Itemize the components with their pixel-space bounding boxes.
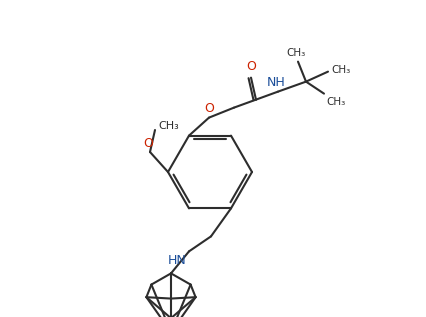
Text: CH₃: CH₃: [330, 65, 349, 74]
Text: CH₃: CH₃: [286, 48, 305, 58]
Text: CH₃: CH₃: [325, 97, 345, 107]
Text: O: O: [143, 137, 153, 150]
Text: CH₃: CH₃: [158, 121, 178, 131]
Text: O: O: [204, 102, 213, 115]
Text: HN: HN: [168, 254, 187, 267]
Text: O: O: [245, 60, 255, 73]
Text: NH: NH: [266, 76, 285, 89]
